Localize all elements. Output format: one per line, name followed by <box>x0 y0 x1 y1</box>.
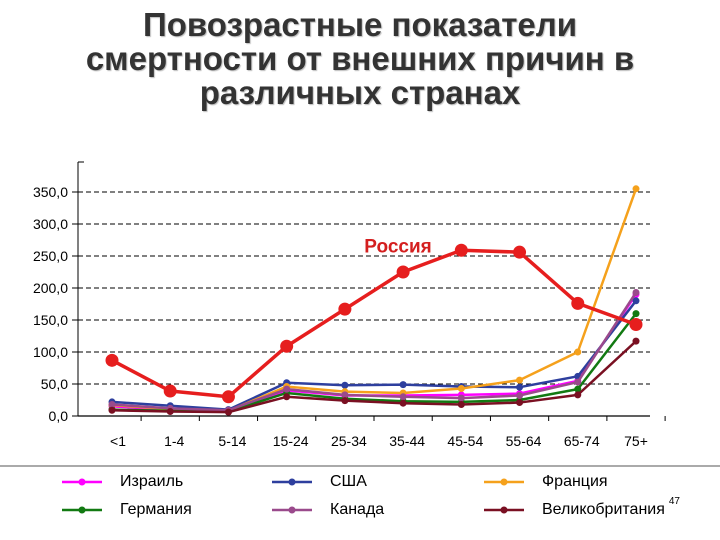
x-tick-label-1: <1 <box>110 433 126 449</box>
legend-label-israel: Израиль <box>120 473 184 490</box>
x-tick-label-15-24: 15-24 <box>273 433 309 449</box>
series-line-usa <box>111 300 637 411</box>
series-line-canada <box>111 291 638 412</box>
point-germany-8 <box>574 385 582 393</box>
legend-label-canada: Канада <box>330 501 385 518</box>
legend: Израиль США Франция Германия Канада Вели… <box>62 472 702 520</box>
point-russia-7 <box>513 245 527 259</box>
point-uk-4 <box>341 397 349 405</box>
point-germany-9 <box>632 310 640 318</box>
legend-item-canada: Канада <box>272 500 484 520</box>
legend-swatch-usa <box>272 478 312 486</box>
point-canada-9 <box>632 288 640 296</box>
series-line-russia <box>111 248 637 399</box>
chart-title: Повозрастные показатели смертности от вн… <box>0 8 720 110</box>
y-tick-label-5: 250,0 <box>33 248 68 264</box>
legend-label-usa: США <box>330 473 367 490</box>
point-russia-2 <box>221 390 235 404</box>
legend-item-uk: Великобритания <box>484 500 702 520</box>
legend-swatch-canada <box>272 506 312 514</box>
series-line-france <box>111 188 638 413</box>
legend-item-germany: Германия <box>62 500 272 520</box>
point-usa-7 <box>516 383 524 391</box>
point-uk-0 <box>108 406 116 414</box>
point-france-9 <box>632 185 640 193</box>
point-russia-5 <box>396 265 410 279</box>
y-tick-label-0: 0,0 <box>49 408 69 424</box>
series-line-uk <box>111 340 637 414</box>
point-canada-4 <box>341 391 349 399</box>
legend-label-france: Франция <box>542 473 608 490</box>
point-russia-3 <box>280 339 294 353</box>
title-line-3: различных странах <box>199 74 521 111</box>
y-tick-label-3: 150,0 <box>33 312 68 328</box>
point-france-8 <box>574 348 582 356</box>
legend-swatch-israel <box>62 478 102 486</box>
legend-item-france: Франция <box>484 472 702 492</box>
y-tick-label-7: 350,0 <box>33 184 68 200</box>
russia-annotation: Россия <box>364 236 431 257</box>
point-uk-5 <box>399 399 407 407</box>
legend-label-uk: Великобритания <box>542 501 665 518</box>
point-uk-9 <box>632 337 640 345</box>
x-tick-label-65-74: 65-74 <box>564 433 600 449</box>
point-uk-1 <box>166 408 174 416</box>
y-tick-label-1: 50,0 <box>41 376 68 392</box>
legend-swatch-france <box>484 478 524 486</box>
point-uk-7 <box>516 399 524 407</box>
point-usa-5 <box>399 381 407 389</box>
title-line-2: смертности от внешних причин в <box>85 40 635 77</box>
point-canada-6 <box>457 394 465 402</box>
point-russia-8 <box>571 296 585 310</box>
y-tick-label-2: 100,0 <box>33 344 68 360</box>
point-russia-0 <box>105 353 119 367</box>
point-canada-3 <box>283 385 291 393</box>
x-tick-label-1-4: 1-4 <box>164 433 184 449</box>
point-usa-4 <box>341 381 349 389</box>
legend-item-israel: Израиль <box>62 472 272 492</box>
x-tick-label-5-14: 5-14 <box>218 433 246 449</box>
point-uk-3 <box>283 393 291 401</box>
x-tick-label-75: 75+ <box>624 433 648 449</box>
point-france-6 <box>457 384 465 392</box>
point-uk-8 <box>574 391 582 399</box>
point-canada-5 <box>399 393 407 401</box>
point-canada-0 <box>108 400 116 408</box>
point-uk-2 <box>224 408 232 416</box>
point-russia-4 <box>338 302 352 316</box>
x-tick-label-45-54: 45-54 <box>447 433 483 449</box>
line-chart: 0,0 50,0 100,0 150,0 200,0 250,0 300,0 350,0 <1 1… <box>0 161 720 467</box>
point-usa-9 <box>632 297 640 305</box>
page-number: 47 <box>668 496 680 507</box>
title-line-1: Повозрастные показатели <box>143 6 577 43</box>
point-russia-6 <box>454 243 468 257</box>
legend-label-germany: Германия <box>120 501 192 518</box>
point-canada-8 <box>574 378 582 386</box>
y-tick-label-6: 300,0 <box>33 216 68 232</box>
x-tick-label-35-44: 35-44 <box>389 433 425 449</box>
legend-item-usa: США <box>272 472 484 492</box>
point-france-7 <box>516 376 524 384</box>
point-canada-7 <box>516 392 524 400</box>
point-russia-1 <box>163 384 177 398</box>
point-russia-9 <box>629 317 643 331</box>
legend-swatch-germany <box>62 506 102 514</box>
legend-swatch-uk <box>484 506 524 514</box>
x-tick-label-25-34: 25-34 <box>331 433 367 449</box>
point-uk-6 <box>457 400 465 408</box>
y-tick-label-4: 200,0 <box>33 280 68 296</box>
x-tick-label-55-64: 55-64 <box>506 433 542 449</box>
